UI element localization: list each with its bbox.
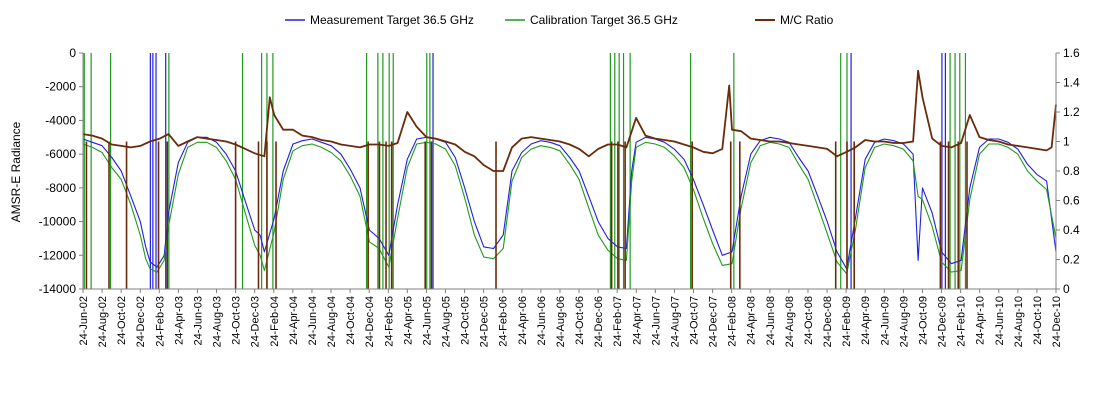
x-tick-label-32: 24-Oct-07 (689, 296, 701, 345)
x-tick-label-29: 24-Apr-07 (631, 296, 643, 345)
plot-series (82, 53, 1057, 289)
y-right-tick-label-6: 0.4 (1063, 223, 1080, 237)
x-tick-label-10: 24-Feb-04 (269, 296, 281, 347)
x-tick-label-36: 24-Jun-08 (765, 296, 777, 346)
x-tick-label-49: 24-Aug-10 (1013, 296, 1025, 347)
y-right-tick-label-3: 1 (1063, 135, 1070, 149)
y-right-tick-label-2: 1.2 (1063, 105, 1080, 119)
x-tick-label-34: 24-Feb-08 (727, 296, 739, 347)
y-right-tick-label-1: 1.4 (1063, 76, 1080, 90)
legend: Measurement Target 36.5 GHz Calibration … (285, 13, 834, 27)
x-tick-label-33: 24-Dec-07 (708, 296, 720, 347)
x-tick-label-28: 24-Feb-07 (612, 296, 624, 347)
y-right-tick-label-8: 0 (1063, 282, 1070, 296)
y-left-tick-label-4: -8000 (45, 181, 76, 195)
x-tick-label-39: 24-Dec-08 (822, 296, 834, 347)
x-tick-label-35: 24-Apr-08 (746, 296, 758, 345)
series-line-measurement (82, 136, 1057, 270)
x-tick-label-9: 24-Dec-03 (250, 296, 262, 347)
x-tick-label-30: 24-Jun-07 (650, 296, 662, 346)
x-tick-label-21: 24-Dec-05 (479, 296, 491, 347)
y-right-tick-label-0: 1.6 (1063, 46, 1080, 60)
axes (82, 53, 1057, 290)
x-tick-label-14: 24-Oct-04 (345, 296, 357, 345)
y-right-tick-label-7: 0.2 (1063, 253, 1080, 267)
x-tick-label-20: 24-Oct-05 (460, 296, 472, 345)
y-right-tick-label-4: 0.8 (1063, 164, 1080, 178)
x-tick-label-1: 24-Aug-02 (97, 296, 109, 347)
y-left-tick-label-7: -14000 (39, 282, 77, 296)
y-left-tick-label-3: -6000 (45, 147, 76, 161)
y-left-tick-label-2: -4000 (45, 113, 76, 127)
x-tick-label-22: 24-Feb-06 (498, 296, 510, 347)
x-tick-label-51: 24-Dec-10 (1051, 296, 1063, 347)
y-right-tick-label-5: 0.6 (1063, 194, 1080, 208)
x-tick-label-43: 24-Aug-09 (898, 296, 910, 347)
x-tick-label-38: 24-Oct-08 (803, 296, 815, 345)
x-tick-label-15: 24-Dec-04 (364, 296, 376, 347)
series-line-calibration (82, 141, 1057, 275)
x-tick-label-24: 24-Jun-06 (536, 296, 548, 346)
x-tick-label-42: 24-Jun-09 (879, 296, 891, 346)
x-tick-label-47: 24-Apr-10 (975, 296, 987, 345)
y-left-tick-label-1: -2000 (45, 80, 76, 94)
x-tick-label-31: 24-Aug-07 (669, 296, 681, 347)
x-tick-label-46: 24-Feb-10 (956, 296, 968, 347)
x-tick-label-37: 24-Aug-08 (784, 296, 796, 347)
x-tick-label-44: 24-Oct-09 (918, 296, 930, 345)
legend-label-measurement: Measurement Target 36.5 GHz (310, 13, 474, 27)
x-tick-label-12: 24-Jun-04 (307, 296, 319, 346)
x-tick-label-3: 24-Dec-02 (135, 296, 147, 347)
x-tick-label-18: 24-Jun-05 (421, 296, 433, 346)
y-axis-title: AMSR-E Radiance (9, 121, 23, 222)
x-tick-label-19: 24-Aug-05 (441, 296, 453, 347)
y-left-tick-label-6: -12000 (39, 248, 77, 262)
x-tick-label-23: 24-Apr-06 (517, 296, 529, 345)
x-tick-label-17: 24-Apr-05 (402, 296, 414, 345)
x-tick-label-41: 24-Apr-09 (860, 296, 872, 345)
x-tick-label-7: 24-Aug-03 (212, 296, 224, 347)
x-tick-label-13: 24-Aug-04 (326, 296, 338, 347)
series-line-mc-ratio (82, 69, 1057, 172)
x-tick-label-16: 24-Feb-05 (383, 296, 395, 347)
x-tick-label-40: 24-Feb-09 (841, 296, 853, 347)
legend-label-mc-ratio: M/C Ratio (780, 13, 834, 27)
x-tick-label-11: 24-Apr-04 (288, 296, 300, 345)
y-right-ticks: 1.6 1.4 1.2 1 0.8 0.6 0.4 0.2 0 (1056, 46, 1080, 296)
x-tick-label-2: 24-Oct-02 (116, 296, 128, 345)
y-left-tick-label-0: 0 (69, 46, 76, 60)
x-tick-label-6: 24-Jun-03 (193, 296, 205, 346)
x-tick-label-5: 24-Apr-03 (173, 296, 185, 345)
x-tick-label-0: 24-Jun-02 (78, 296, 90, 346)
x-tick-label-4: 24-Feb-03 (154, 296, 166, 347)
x-tick-label-50: 24-Oct-10 (1032, 296, 1044, 345)
x-tick-label-25: 24-Aug-06 (555, 296, 567, 347)
x-tick-label-8: 24-Oct-03 (231, 296, 243, 345)
x-tick-label-27: 24-Dec-06 (593, 296, 605, 347)
y-left-tick-label-5: -10000 (39, 215, 77, 229)
x-tick-label-45: 24-Dec-09 (937, 296, 949, 347)
x-tick-label-26: 24-Oct-06 (574, 296, 586, 345)
y-left-ticks: 0 -2000 -4000 -6000 -8000 -10000 -12000 -14000 (39, 46, 83, 296)
x-ticks: 24-Jun-02 24-Aug-02 24-Oct-02 24-Dec-02 24-F… (78, 289, 1063, 347)
legend-label-calibration: Calibration Target 36.5 GHz (530, 13, 678, 27)
x-tick-label-48: 24-Jun-10 (994, 296, 1006, 346)
